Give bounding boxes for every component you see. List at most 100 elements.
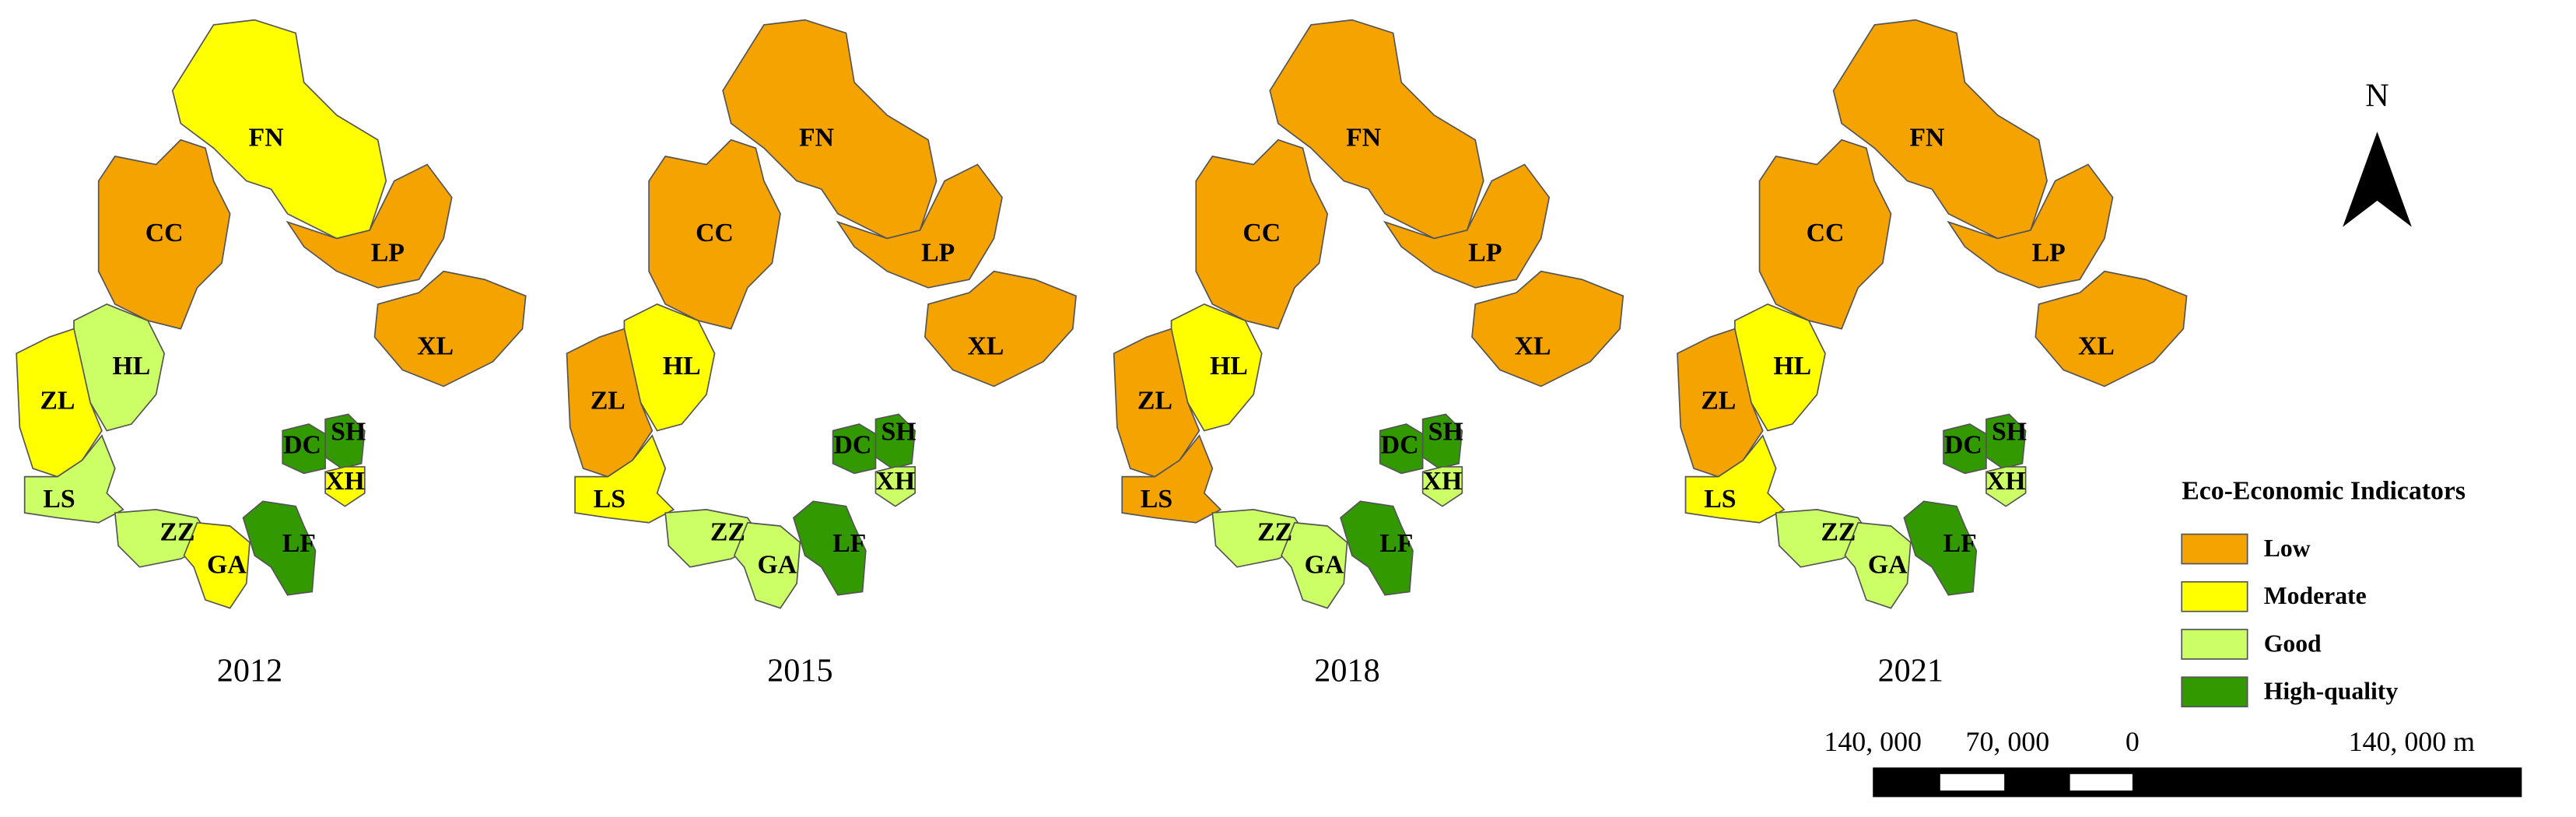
legend-title: Eco-Economic Indicators — [2182, 476, 2466, 505]
district-label: HL — [113, 352, 151, 380]
district-label: ZZ — [1821, 517, 1856, 546]
district-label: XL — [417, 332, 454, 361]
district — [648, 139, 781, 330]
district-label: GA — [207, 551, 247, 580]
district-label: SH — [331, 417, 366, 446]
district — [282, 423, 326, 475]
district — [1421, 413, 1463, 469]
district-label: ZZ — [1257, 517, 1292, 546]
district — [1684, 434, 1786, 524]
district-label: HL — [1773, 352, 1811, 380]
legend-label: High-quality — [2264, 678, 2399, 705]
district — [23, 434, 124, 524]
district-label: GA — [1868, 551, 1908, 580]
district — [574, 434, 675, 524]
district-label: CC — [1242, 219, 1281, 247]
district — [1113, 328, 1200, 478]
district — [1832, 19, 2048, 240]
district — [1269, 19, 1484, 240]
district-label: FN — [249, 124, 284, 153]
district-label: FN — [1909, 124, 1944, 153]
district-label: SH — [1428, 417, 1463, 446]
district — [2035, 270, 2188, 387]
district-label: LP — [1468, 238, 1502, 267]
legend-swatch — [2181, 580, 2248, 612]
district — [286, 163, 453, 289]
district-label: LS — [1704, 485, 1736, 514]
district — [792, 500, 867, 596]
district — [97, 139, 231, 330]
district-label: ZZ — [160, 517, 195, 546]
district — [171, 19, 387, 240]
map-panel: FN CC LP XL HL ZL LS ZZ GA LF DC SH XH 2012 — [16, 19, 527, 689]
scale-label: 70, 000 — [1966, 726, 2050, 757]
district-label: FN — [1346, 124, 1381, 153]
scale-label: 140, 000 m — [2349, 726, 2476, 757]
legend: Low Moderate Good High-quality — [2181, 533, 2399, 708]
district — [183, 521, 251, 609]
district-label: HL — [1210, 352, 1248, 380]
district — [924, 270, 1078, 387]
legend-label: Moderate — [2264, 582, 2367, 609]
district-label: ZL — [1137, 386, 1172, 415]
district-label: XH — [325, 467, 365, 496]
district-label: DC — [283, 430, 321, 459]
district-label: CC — [1807, 219, 1845, 247]
legend-swatch — [2181, 676, 2248, 708]
district-label: XH — [875, 467, 915, 496]
district — [16, 328, 103, 478]
district — [722, 19, 938, 240]
scale-bar-gap — [1940, 773, 2005, 791]
district — [733, 521, 801, 609]
district-label: FN — [799, 124, 834, 153]
district-label: XH — [1423, 467, 1463, 496]
district — [1471, 270, 1624, 387]
district-label: LP — [371, 238, 405, 267]
district-label: GA — [757, 551, 797, 580]
legend-swatch — [2181, 629, 2248, 660]
district — [1985, 413, 2027, 469]
district-label: LF — [832, 529, 866, 558]
district-label: LP — [2032, 238, 2066, 267]
district-label: XL — [968, 332, 1004, 361]
district — [1340, 500, 1414, 596]
district — [832, 423, 877, 475]
district — [1383, 163, 1551, 289]
district-label: LS — [1141, 485, 1172, 514]
district — [874, 413, 916, 469]
scale-label: 0 — [2126, 726, 2140, 757]
map-panel: FN CC LP XL HL ZL LS ZZ GA LF DC SH XH 2018 — [1113, 19, 1624, 689]
district-label: HL — [663, 352, 701, 380]
district-label: SH — [1992, 417, 2027, 446]
district — [1758, 139, 1892, 330]
district-label: GA — [1305, 551, 1344, 580]
district-label: LF — [1943, 529, 1977, 558]
district — [1195, 139, 1329, 330]
district — [1844, 521, 1912, 609]
district — [324, 466, 366, 507]
district — [1943, 423, 1987, 475]
district — [1677, 328, 1764, 478]
legend-label: Low — [2264, 535, 2311, 562]
district-label: ZL — [1701, 386, 1736, 415]
district — [1121, 434, 1222, 524]
scale-label: 140, 000 — [1824, 726, 1922, 757]
north-label: N — [2365, 78, 2389, 114]
district — [1281, 521, 1348, 609]
district — [836, 163, 1003, 289]
district — [1947, 163, 2114, 289]
scale-bar: 140, 000 70, 000 0 140, 000 m — [1824, 726, 2522, 798]
district-label: LP — [921, 238, 955, 267]
north-arrow: N — [2343, 78, 2412, 227]
district-label: XL — [1515, 332, 1551, 361]
district — [1421, 466, 1463, 507]
year-label: 2012 — [217, 653, 282, 689]
district-label: LF — [282, 529, 316, 558]
district-label: DC — [1944, 430, 1982, 459]
year-label: 2015 — [767, 653, 832, 689]
district — [373, 270, 527, 387]
map-panel: FN CC LP XL HL ZL LS ZZ GA LF DC SH XH 2021 — [1677, 19, 2188, 689]
district — [1903, 500, 1978, 596]
